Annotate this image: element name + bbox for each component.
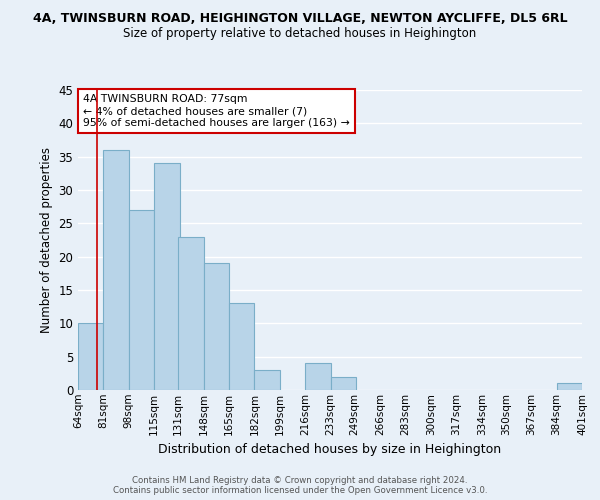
Bar	[305, 364, 331, 390]
Text: 4A TWINSBURN ROAD: 77sqm
← 4% of detached houses are smaller (7)
95% of semi-det: 4A TWINSBURN ROAD: 77sqm ← 4% of detache…	[83, 94, 350, 128]
Bar	[178, 236, 203, 390]
Bar	[331, 376, 356, 390]
Bar	[229, 304, 254, 390]
Bar	[103, 150, 129, 390]
Bar	[154, 164, 179, 390]
Bar	[557, 384, 582, 390]
X-axis label: Distribution of detached houses by size in Heighington: Distribution of detached houses by size …	[158, 443, 502, 456]
Text: Contains HM Land Registry data © Crown copyright and database right 2024.
Contai: Contains HM Land Registry data © Crown c…	[113, 476, 487, 495]
Text: 4A, TWINSBURN ROAD, HEIGHINGTON VILLAGE, NEWTON AYCLIFFE, DL5 6RL: 4A, TWINSBURN ROAD, HEIGHINGTON VILLAGE,…	[32, 12, 568, 26]
Bar	[203, 264, 229, 390]
Bar	[129, 210, 154, 390]
Bar	[254, 370, 280, 390]
Y-axis label: Number of detached properties: Number of detached properties	[40, 147, 53, 333]
Text: Size of property relative to detached houses in Heighington: Size of property relative to detached ho…	[124, 28, 476, 40]
Bar	[78, 324, 103, 390]
